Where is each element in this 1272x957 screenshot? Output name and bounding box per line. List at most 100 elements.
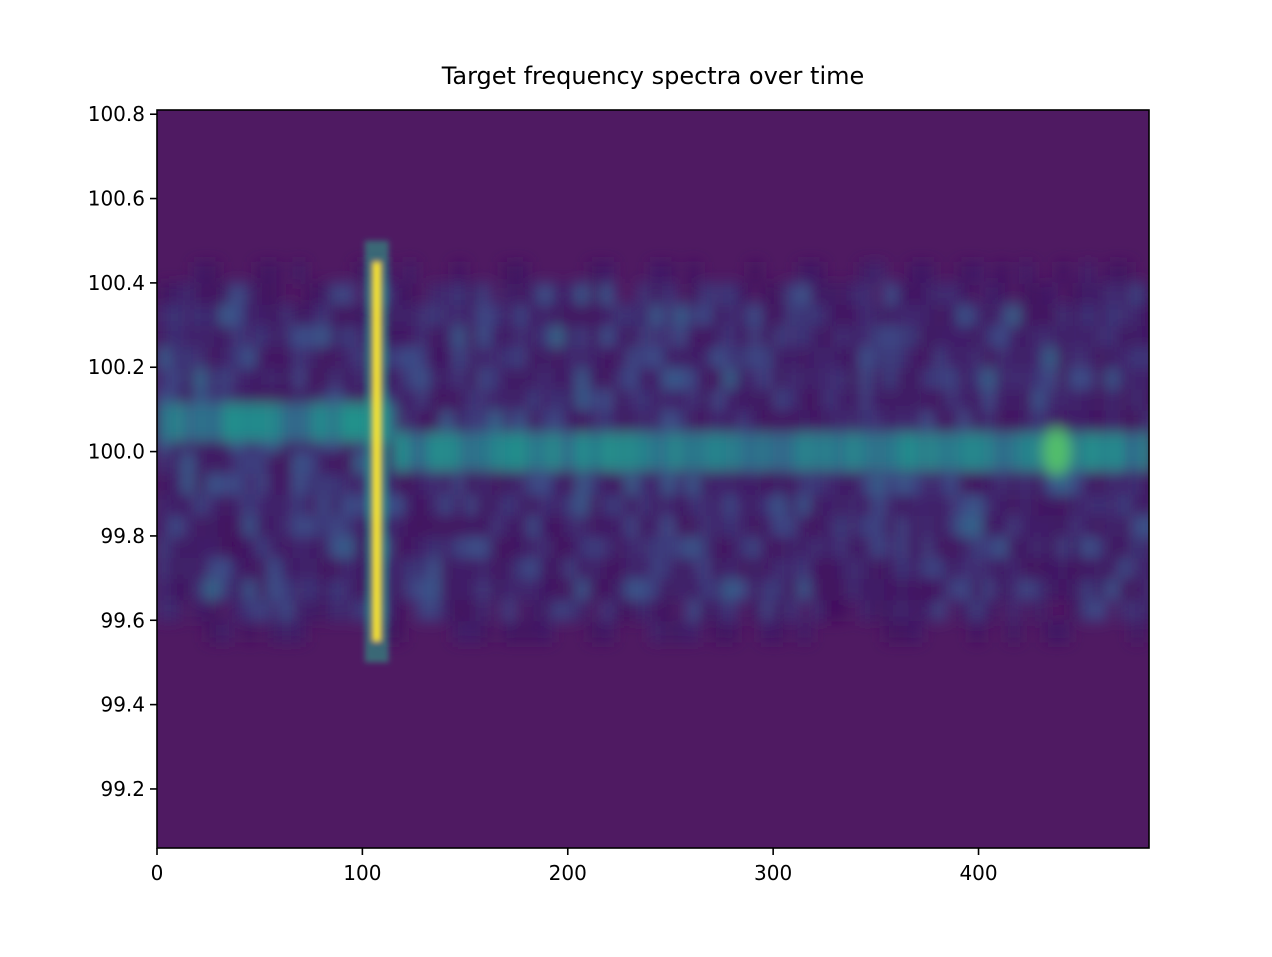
heatmap-cell — [994, 367, 1009, 390]
heatmap-cell — [1081, 493, 1095, 516]
heatmap-cell — [489, 557, 504, 580]
heatmap-cell — [1056, 472, 1070, 495]
heatmap-cell — [403, 557, 417, 580]
heatmap-cell — [354, 325, 368, 348]
heatmap-cell — [748, 472, 762, 495]
heatmap-cell — [465, 557, 479, 580]
heatmap-cell — [341, 599, 356, 622]
heatmap-cell — [982, 367, 996, 390]
heatmap-cell — [760, 346, 775, 369]
heatmap-cell — [748, 346, 762, 369]
heatmap-cell — [1044, 282, 1058, 305]
heatmap-cell — [982, 599, 996, 622]
heatmap-cell — [921, 388, 935, 411]
heatmap-cell — [341, 535, 356, 559]
heatmap-cell — [1044, 535, 1058, 559]
heatmap-cell — [563, 388, 577, 411]
center-line-cell — [288, 403, 298, 442]
heatmap-cell — [822, 472, 836, 495]
heatmap-cell — [280, 557, 294, 580]
heatmap-cell — [686, 620, 701, 643]
heatmap-cell — [563, 409, 577, 432]
heatmap-cell — [1105, 325, 1120, 348]
heatmap-cell — [945, 367, 959, 390]
heatmap-cell — [1044, 303, 1058, 327]
heatmap-cell — [884, 325, 898, 348]
heatmap-cell — [649, 388, 664, 411]
heatmap-cell — [822, 388, 836, 411]
heatmap-cell — [612, 557, 627, 580]
heatmap-cell — [280, 472, 294, 495]
heatmap-cell — [945, 388, 959, 411]
heatmap-cell — [896, 535, 910, 559]
heatmap-cell — [477, 325, 491, 348]
heatmap-cell — [502, 578, 516, 601]
heatmap-cell — [539, 346, 553, 369]
heatmap-cell — [329, 367, 343, 390]
center-line-cell — [157, 403, 167, 442]
heatmap-cell — [945, 409, 959, 432]
heatmap-cell — [1007, 472, 1021, 495]
heatmap-cell — [785, 472, 799, 495]
heatmap-cell — [785, 535, 799, 559]
heatmap-cell — [1105, 261, 1120, 284]
heatmap-cell — [292, 493, 306, 516]
heatmap-cell — [267, 367, 282, 390]
center-line-cell — [869, 432, 879, 471]
heatmap-cell — [649, 325, 664, 348]
heatmap-cell — [847, 535, 861, 559]
heatmap-cell — [994, 325, 1009, 348]
heatmap-cell — [193, 303, 208, 327]
heatmap-cell — [1130, 409, 1144, 432]
heatmap-cell — [1031, 557, 1046, 580]
heatmap-cell — [908, 346, 923, 369]
heatmap-cell — [1019, 388, 1033, 411]
heatmap-cell — [908, 325, 923, 348]
heatmap-cell — [452, 557, 467, 580]
heatmap-cell — [428, 303, 442, 327]
heatmap-cell — [181, 282, 195, 305]
heatmap-cell — [329, 535, 343, 559]
heatmap-cell — [489, 514, 504, 537]
heatmap-cell — [994, 346, 1009, 369]
heatmap-cell — [1031, 578, 1046, 601]
heatmap-cell — [847, 514, 861, 537]
heatmap-cell — [662, 367, 676, 390]
heatmap-cell — [551, 282, 565, 305]
heatmap-cell — [1031, 514, 1046, 537]
heatmap-cell — [514, 514, 528, 537]
heatmap-cell — [1142, 282, 1149, 305]
heatmap-cell — [255, 472, 269, 495]
heatmap-cell — [871, 325, 886, 348]
heatmap-cell — [403, 388, 417, 411]
heatmap-cell — [539, 325, 553, 348]
heatmap-cell — [502, 325, 516, 348]
heatmap-cell — [317, 282, 331, 305]
heatmap-cell — [391, 557, 405, 580]
heatmap-cell — [711, 303, 725, 327]
heatmap-cell — [489, 472, 504, 495]
heatmap-cell — [292, 367, 306, 390]
center-line-cell — [943, 432, 953, 471]
heatmap-cell — [255, 303, 269, 327]
heatmap-cell — [551, 514, 565, 537]
heatmap-cell — [539, 303, 553, 327]
heatmap-cell — [477, 303, 491, 327]
center-line-cell — [409, 432, 419, 471]
heatmap-cell — [354, 346, 368, 369]
heatmap-cell — [982, 557, 996, 580]
heatmap-cell — [1081, 472, 1095, 495]
heatmap-cell — [686, 472, 701, 495]
heatmap-cell — [317, 303, 331, 327]
heatmap-cell — [686, 493, 701, 516]
heatmap-cell — [391, 514, 405, 537]
heatmap-cell — [773, 325, 787, 348]
heatmap-cell — [415, 514, 430, 537]
heatmap-cell — [723, 493, 738, 516]
heatmap-cell — [1118, 599, 1132, 622]
heatmap-cell — [477, 514, 491, 537]
heatmap-cell — [551, 578, 565, 601]
heatmap-cell — [921, 472, 935, 495]
heatmap-cell — [674, 325, 688, 348]
heatmap-cell — [415, 325, 430, 348]
